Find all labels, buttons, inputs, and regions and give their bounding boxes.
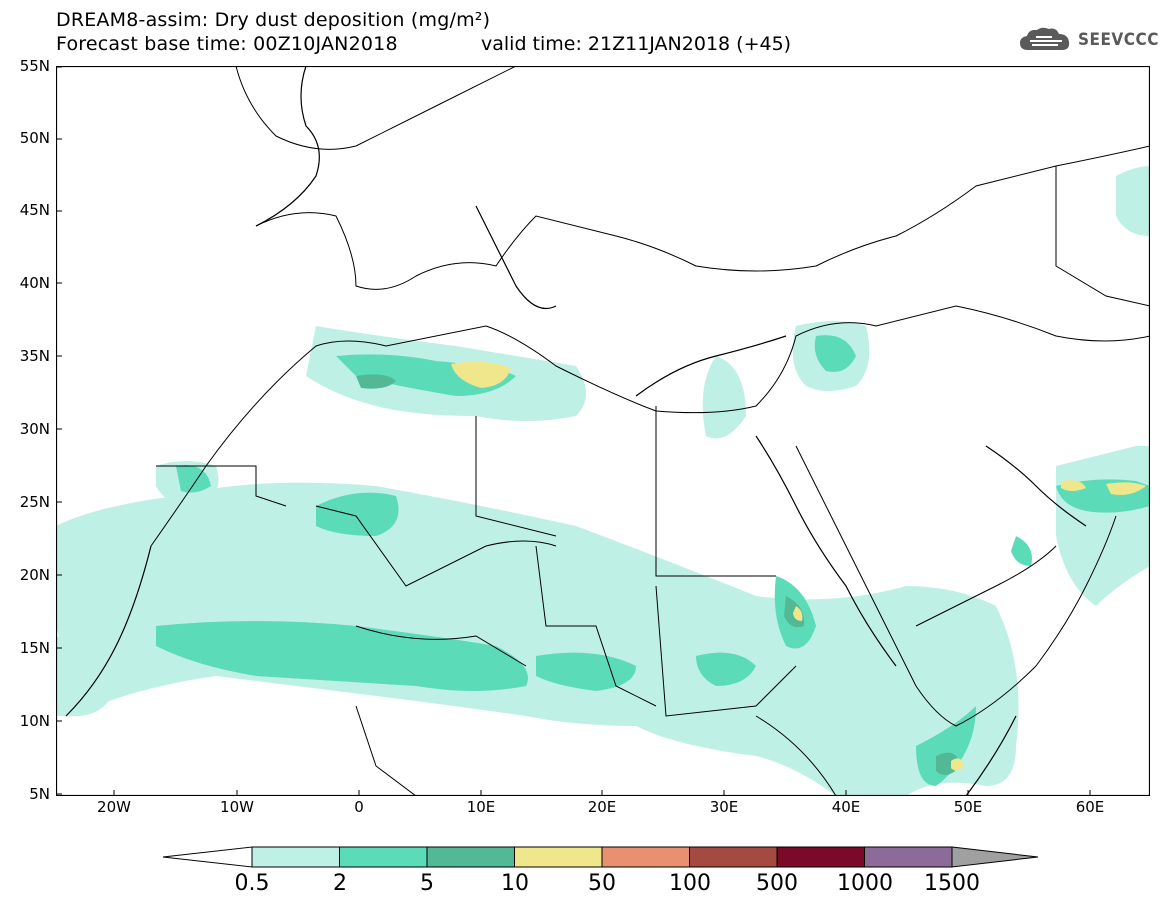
logo-text: SEEVCCC (1078, 30, 1159, 50)
seevccc-logo: SEEVCCC (1018, 26, 1158, 56)
colorbar-label: 100 (669, 871, 711, 896)
lon-label: 20E (587, 798, 617, 816)
dust-contours (56, 166, 1150, 796)
lon-label: 40E (831, 798, 861, 816)
colorbar-legend (160, 842, 1050, 902)
lat-label: 55N (19, 57, 50, 75)
cloud-icon (1020, 27, 1070, 50)
lat-label: 15N (19, 639, 50, 657)
lon-label: 30E (709, 798, 739, 816)
lat-label: 30N (19, 420, 50, 438)
colorbar-label: 5 (420, 871, 434, 896)
lon-label: 20W (97, 798, 131, 816)
lat-label: 20N (19, 566, 50, 584)
lat-label: 40N (19, 274, 50, 292)
map-ticks (56, 66, 1091, 796)
colorbar-swatches (251, 846, 953, 868)
colorbar-swatch (251, 846, 340, 868)
colorbar-swatch (601, 846, 690, 868)
colorbar-label: 0.5 (234, 871, 270, 896)
map-frame (56, 66, 1150, 796)
lat-label: 50N (19, 129, 50, 147)
lat-label: 45N (19, 201, 50, 219)
lon-label: 60E (1075, 798, 1105, 816)
lon-label: 10W (220, 798, 254, 816)
colorbar-label: 500 (756, 871, 798, 896)
colorbar-label: 1500 (924, 871, 980, 896)
colorbar-label: 50 (588, 871, 616, 896)
colorbar-high-triangle (951, 846, 1039, 868)
map-title: DREAM8-assim: Dry dust deposition (mg/m²… (56, 9, 491, 31)
colorbar-swatch (339, 846, 428, 868)
lon-label: 10E (466, 798, 496, 816)
colorbar-label: 1000 (837, 871, 893, 896)
colorbar-swatch (776, 846, 865, 868)
colorbar-swatch (514, 846, 603, 868)
colorbar-low-triangle (162, 846, 253, 868)
colorbar-label: 2 (333, 871, 347, 896)
lat-label: 25N (19, 493, 50, 511)
colorbar-swatch (864, 846, 953, 868)
colorbar-swatch (426, 846, 515, 868)
valid-time: valid time: 21Z11JAN2018 (+45) (481, 33, 792, 55)
coastlines (65, 66, 1087, 796)
lon-label: 0 (354, 798, 364, 816)
forecast-base-time: Forecast base time: 00Z10JAN2018 (56, 33, 398, 55)
colorbar-swatch (689, 846, 778, 868)
lon-label: 50E (953, 798, 983, 816)
country-borders (150, 66, 1150, 796)
colorbar-label: 10 (501, 871, 529, 896)
lat-label: 35N (19, 347, 50, 365)
lat-label: 5N (29, 785, 50, 803)
dust-deposition-map (56, 66, 1150, 796)
lat-label: 10N (19, 712, 50, 730)
